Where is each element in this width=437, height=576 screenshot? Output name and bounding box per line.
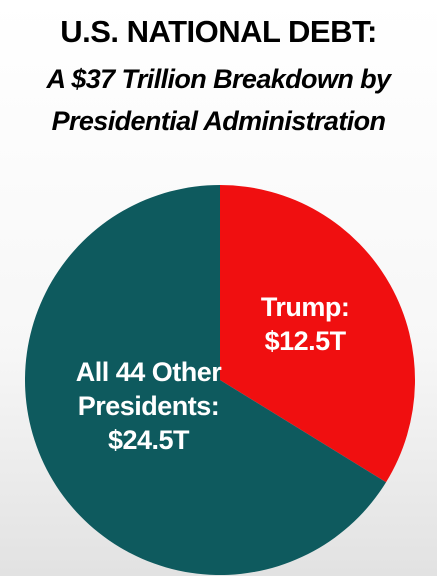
slice-label: All 44 Other Presidents: $24.5T: [54, 355, 244, 457]
category-label: Trump:: [260, 292, 350, 323]
category-label: All 44 Other Presidents:: [75, 356, 222, 421]
slice-label: Trump: $12.5T: [240, 290, 370, 358]
chart-title: U.S. NATIONAL DEBT:: [60, 14, 377, 49]
chart-subtitle: A $37 Trillion Breakdown by Presidential…: [46, 64, 392, 136]
value-label: $12.5T: [264, 326, 347, 357]
pie-slice: [220, 185, 416, 483]
pie-slice: [25, 185, 387, 575]
value-label: $24.5T: [107, 424, 190, 455]
